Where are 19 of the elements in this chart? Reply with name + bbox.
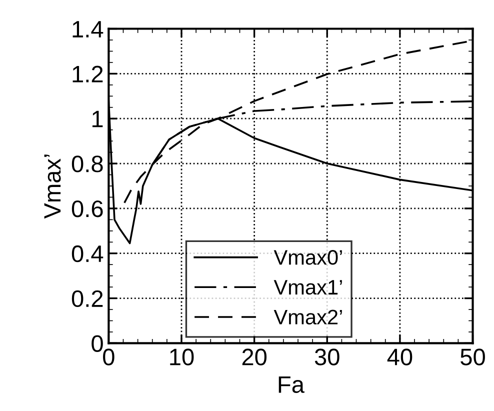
x-tick-label: 40 xyxy=(387,348,412,366)
x-tick-label: 0 xyxy=(103,348,114,366)
y-tick-label: 0.6 xyxy=(72,200,103,218)
y-tick-label: 0.8 xyxy=(72,156,103,172)
x-axis-title: Fa xyxy=(278,376,304,393)
legend-label: Vmax0’ xyxy=(274,250,342,265)
legend-label: Vmax1’ xyxy=(274,280,342,295)
x-tick-label: 10 xyxy=(170,348,194,366)
x-tick-label: 20 xyxy=(242,348,267,366)
y-tick-label: 0.4 xyxy=(72,245,104,262)
x-tick-label: 30 xyxy=(314,348,340,366)
y-tick-label: 1.2 xyxy=(72,66,103,82)
y-tick-label: 1.4 xyxy=(72,21,104,38)
y-axis-title: Vmax’ xyxy=(44,154,61,219)
legend-label: Vmax2’ xyxy=(274,310,342,324)
y-tick-label: 1 xyxy=(92,110,103,128)
x-tick-label: 50 xyxy=(460,348,485,366)
y-tick-label: 0.2 xyxy=(72,290,103,308)
y-tick-label: 0 xyxy=(92,335,103,352)
